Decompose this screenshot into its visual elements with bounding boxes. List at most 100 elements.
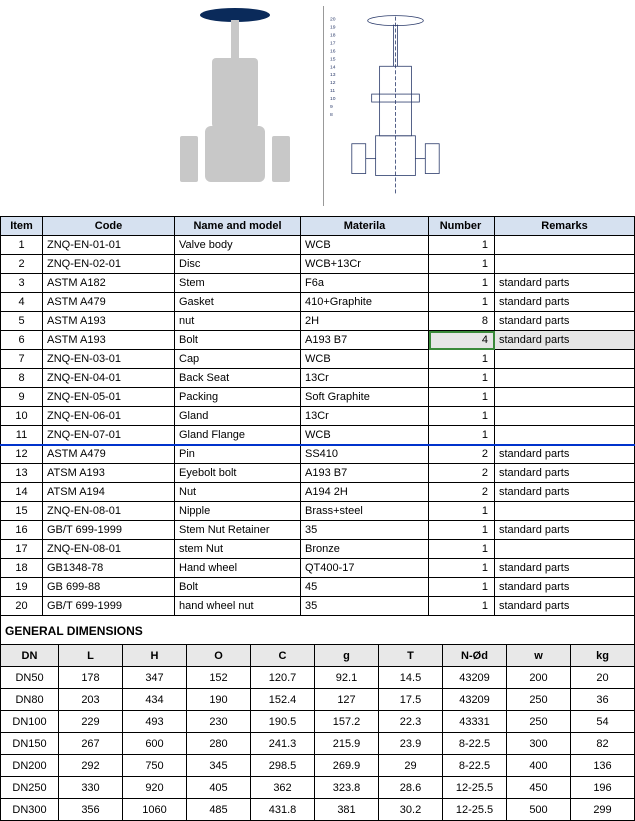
cell[interactable]: 10 [1, 407, 43, 426]
cell[interactable]: Disc [175, 255, 301, 274]
cell[interactable]: 292 [59, 755, 123, 777]
cell[interactable]: Bolt [175, 578, 301, 597]
table-row[interactable]: 15ZNQ-EN-08-01NippleBrass+steel1 [1, 502, 635, 521]
cell[interactable]: Brass+steel [301, 502, 429, 521]
table-row[interactable]: 10ZNQ-EN-06-01Gland13Cr1 [1, 407, 635, 426]
cell[interactable]: 7 [1, 350, 43, 369]
cell[interactable]: 1 [429, 350, 495, 369]
cell[interactable]: standard parts [495, 464, 635, 483]
cell[interactable]: ATSM A193 [43, 464, 175, 483]
cell[interactable]: 152.4 [251, 689, 315, 711]
cell[interactable]: 493 [123, 711, 187, 733]
table-row[interactable]: DN150267600280241.3215.923.98-22.530082 [1, 733, 635, 755]
cell[interactable]: ASTM A193 [43, 331, 175, 350]
cell[interactable]: 20 [571, 667, 635, 689]
table-row[interactable]: DN250330920405362323.828.612-25.5450196 [1, 777, 635, 799]
cell[interactable]: 11 [1, 426, 43, 445]
cell[interactable]: 92.1 [315, 667, 379, 689]
cell[interactable]: WCB [301, 426, 429, 445]
cell[interactable]: GB/T 699-1999 [43, 521, 175, 540]
table-row[interactable]: 9ZNQ-EN-05-01PackingSoft Graphite1 [1, 388, 635, 407]
cell[interactable] [495, 255, 635, 274]
cell[interactable]: GB1348-78 [43, 559, 175, 578]
cell[interactable]: 485 [187, 799, 251, 821]
cell[interactable]: Pin [175, 445, 301, 464]
cell[interactable]: DN100 [1, 711, 59, 733]
cell[interactable]: 43209 [443, 689, 507, 711]
cell[interactable]: standard parts [495, 559, 635, 578]
cell[interactable]: DN50 [1, 667, 59, 689]
cell[interactable]: 9 [1, 388, 43, 407]
table-row[interactable]: DN100229493230190.5157.222.34333125054 [1, 711, 635, 733]
cell[interactable]: 6 [1, 331, 43, 350]
cell[interactable]: 8-22.5 [443, 733, 507, 755]
cell[interactable]: 8 [429, 312, 495, 331]
cell[interactable] [495, 426, 635, 445]
table-row[interactable]: 20GB/T 699-1999hand wheel nut351standard… [1, 597, 635, 616]
cell[interactable]: 13Cr [301, 407, 429, 426]
cell[interactable]: 17.5 [379, 689, 443, 711]
cell[interactable]: 431.8 [251, 799, 315, 821]
cell[interactable]: 250 [507, 711, 571, 733]
cell[interactable]: 1 [429, 407, 495, 426]
table-row[interactable]: 11ZNQ-EN-07-01Gland FlangeWCB1 [1, 426, 635, 445]
cell[interactable]: Gland [175, 407, 301, 426]
cell[interactable]: 1 [429, 426, 495, 445]
cell[interactable]: 3 [1, 274, 43, 293]
cell[interactable]: 2 [429, 445, 495, 464]
cell[interactable]: Bolt [175, 331, 301, 350]
cell[interactable]: hand wheel nut [175, 597, 301, 616]
cell[interactable]: 229 [59, 711, 123, 733]
cell[interactable]: 18 [1, 559, 43, 578]
cell[interactable]: SS410 [301, 445, 429, 464]
cell[interactable]: 1 [429, 369, 495, 388]
cell[interactable]: 750 [123, 755, 187, 777]
cell[interactable]: WCB+13Cr [301, 255, 429, 274]
cell[interactable]: 36 [571, 689, 635, 711]
cell[interactable]: 1 [429, 578, 495, 597]
cell[interactable]: ASTM A479 [43, 293, 175, 312]
cell[interactable]: 362 [251, 777, 315, 799]
cell[interactable]: 381 [315, 799, 379, 821]
cell[interactable]: 28.6 [379, 777, 443, 799]
cell[interactable]: 127 [315, 689, 379, 711]
cell[interactable]: Hand wheel [175, 559, 301, 578]
cell[interactable]: WCB [301, 350, 429, 369]
cell[interactable]: GB/T 699-1999 [43, 597, 175, 616]
cell[interactable] [495, 350, 635, 369]
cell[interactable]: 17 [1, 540, 43, 559]
cell[interactable]: 1060 [123, 799, 187, 821]
cell[interactable]: Nut [175, 483, 301, 502]
cell[interactable]: 1 [429, 559, 495, 578]
table-row[interactable]: 4ASTM A479Gasket410+Graphite1standard pa… [1, 293, 635, 312]
cell[interactable]: 1 [429, 502, 495, 521]
table-row[interactable]: 12ASTM A479PinSS4102standard parts [1, 445, 635, 464]
cell[interactable]: ZNQ-EN-04-01 [43, 369, 175, 388]
cell[interactable]: 120.7 [251, 667, 315, 689]
cell[interactable]: standard parts [495, 597, 635, 616]
cell[interactable]: 330 [59, 777, 123, 799]
cell[interactable]: 178 [59, 667, 123, 689]
cell[interactable]: 280 [187, 733, 251, 755]
cell[interactable]: 215.9 [315, 733, 379, 755]
cell[interactable]: ZNQ-EN-06-01 [43, 407, 175, 426]
table-row[interactable]: DN50178347152120.792.114.54320920020 [1, 667, 635, 689]
cell[interactable]: 20 [1, 597, 43, 616]
cell[interactable] [495, 540, 635, 559]
cell[interactable]: 299 [571, 799, 635, 821]
cell[interactable]: nut [175, 312, 301, 331]
cell[interactable]: 13Cr [301, 369, 429, 388]
cell[interactable]: 400 [507, 755, 571, 777]
cell[interactable]: Valve body [175, 236, 301, 255]
table-row[interactable]: DN3003561060485431.838130.212-25.5500299 [1, 799, 635, 821]
cell[interactable]: Gland Flange [175, 426, 301, 445]
cell[interactable]: 1 [429, 255, 495, 274]
cell[interactable]: ASTM A479 [43, 445, 175, 464]
cell[interactable]: 13 [1, 464, 43, 483]
cell[interactable]: 12-25.5 [443, 799, 507, 821]
cell[interactable]: 323.8 [315, 777, 379, 799]
cell[interactable]: 267 [59, 733, 123, 755]
cell[interactable]: 2 [429, 464, 495, 483]
cell[interactable]: standard parts [495, 274, 635, 293]
cell[interactable]: ZNQ-EN-07-01 [43, 426, 175, 445]
